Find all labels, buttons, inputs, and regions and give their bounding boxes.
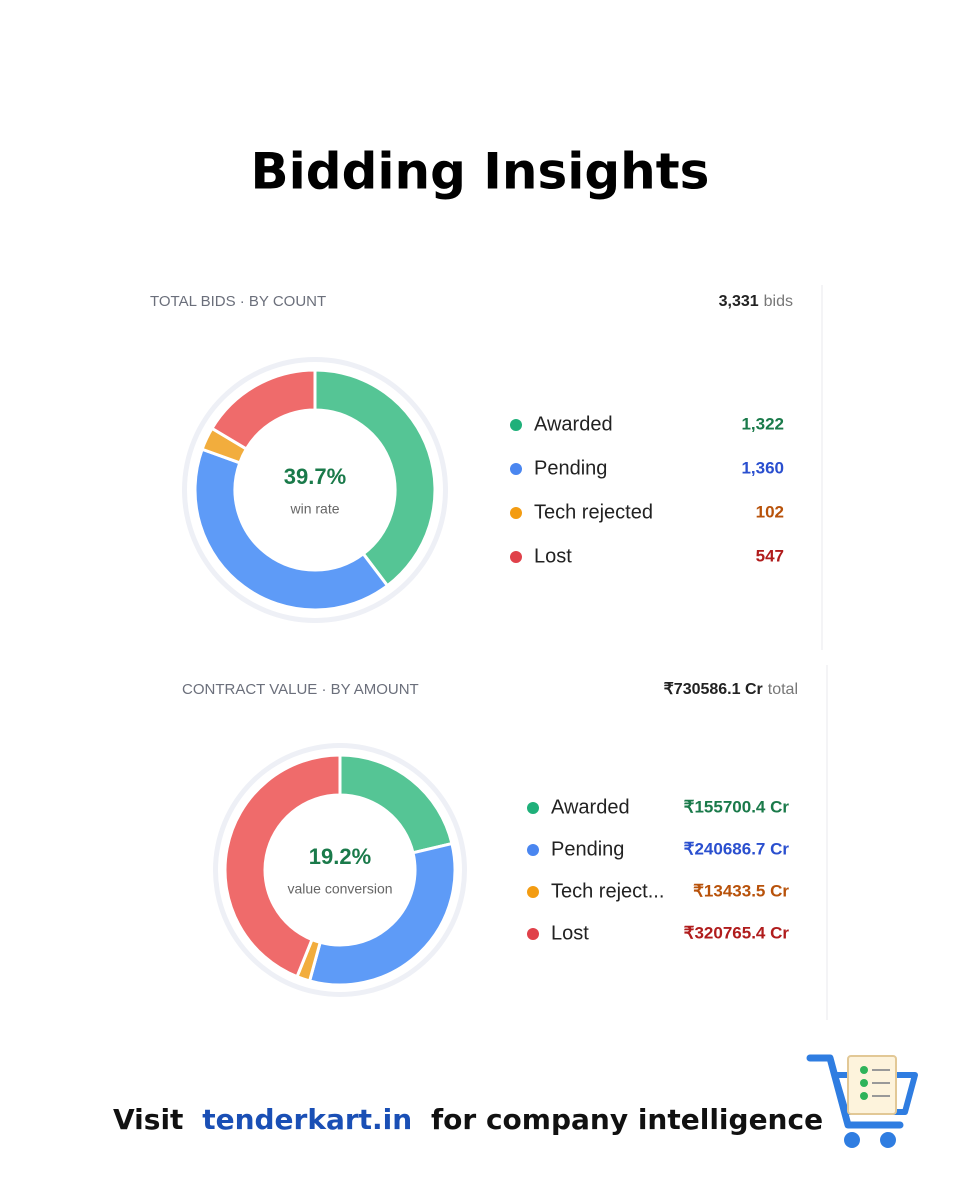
total-value: ₹730586.1 Cr	[664, 681, 763, 698]
footer-prefix: Visit	[113, 1103, 183, 1136]
donut-slice	[313, 368, 437, 588]
legend-value: 1,360	[741, 458, 784, 477]
legend-dot	[510, 507, 522, 519]
total-unit: total	[768, 681, 798, 698]
donut-slice	[307, 841, 457, 987]
card-title: TOTAL BIDS · BY COUNT	[150, 293, 326, 310]
legend-label: Pending	[551, 838, 624, 860]
legend-dot	[527, 844, 539, 856]
footer-suffix: for company intelligence	[431, 1103, 823, 1136]
donut-slice	[223, 753, 342, 979]
legend-value: ₹320765.4 Cr	[684, 923, 790, 942]
legend-dot	[510, 419, 522, 431]
legend-value: 102	[756, 502, 784, 521]
footer: Visit tenderkart.in for company intellig…	[113, 1103, 823, 1136]
legend-label: Tech rejected	[534, 501, 653, 523]
legend-label: Lost	[534, 545, 572, 567]
footer-link[interactable]: tenderkart.in	[202, 1103, 412, 1136]
legend-value: 1,322	[741, 414, 784, 433]
legend-label: Lost	[551, 922, 589, 944]
legend-dot	[527, 928, 539, 940]
legend-dot	[510, 463, 522, 475]
card-title: CONTRACT VALUE · BY AMOUNT	[182, 681, 419, 698]
center-caption: value conversion	[287, 881, 392, 897]
total-value: 3,331	[719, 293, 759, 310]
card-total: 3,331 bids	[719, 293, 793, 310]
donut-slice	[193, 447, 390, 612]
legend-label: Pending	[534, 457, 607, 479]
legend-label: Tech reject...	[551, 880, 664, 902]
page-title: Bidding Insights	[251, 143, 710, 201]
legend-dot	[527, 886, 539, 898]
legend-value: ₹240686.7 Cr	[684, 839, 790, 858]
cart-icon	[806, 1054, 918, 1148]
legend-value: ₹13433.5 Cr	[693, 881, 789, 900]
legend-dot	[527, 802, 539, 814]
legend-dot	[510, 551, 522, 563]
total-unit: bids	[764, 293, 793, 310]
center-value: 39.7%	[284, 464, 346, 489]
legend-label: Awarded	[551, 796, 630, 818]
legend-label: Awarded	[534, 413, 613, 435]
card-total: ₹730586.1 Cr total	[664, 681, 798, 698]
donut-slice	[209, 368, 317, 451]
center-value: 19.2%	[309, 844, 371, 869]
legend-value: 547	[756, 546, 784, 565]
center-caption: win rate	[289, 501, 339, 517]
legend-value: ₹155700.4 Cr	[684, 797, 790, 816]
